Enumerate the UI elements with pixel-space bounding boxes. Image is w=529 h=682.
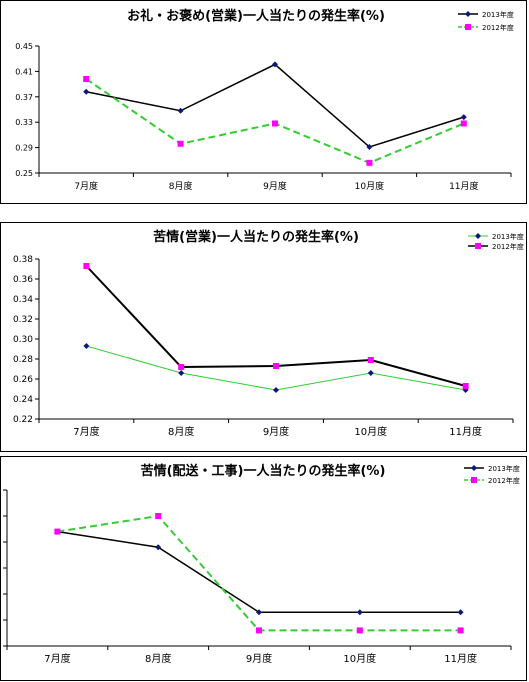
chart-2-title: 苦情(営業)一人当たりの発生率(%): [153, 229, 359, 245]
chart-3-x-tick-label: 9月度: [246, 652, 272, 665]
chart-1-legend-marker: [465, 24, 471, 30]
chart-2-series-2-point: [178, 364, 185, 370]
chart-2-series-2-point: [462, 383, 469, 389]
chart-3-legend-label: 2013年度: [488, 464, 520, 473]
chart-3-series-1-point: [457, 609, 464, 616]
chart-2-y-tick-label: 0.34: [13, 295, 33, 305]
chart-1-legend-label: 2013年度: [482, 10, 514, 19]
chart-1-series-1: [83, 61, 467, 150]
chart-3-x-tick-label: 11月度: [444, 652, 477, 665]
chart-1-title: お礼・お褒め(営業)一人当たりの発生率(%): [127, 8, 385, 24]
chart-2-x-tick-label: 11月度: [449, 425, 482, 438]
chart-1-legend: 2013年度 2012年度: [458, 10, 514, 32]
chart-1-series-2-point: [460, 120, 467, 127]
chart-3-series-1-point: [256, 609, 262, 616]
chart-1-y-tick-label: 0.25: [15, 169, 33, 178]
chart-3-title: 苦情(配送・工事)一人当たりの発生率(%): [141, 463, 386, 479]
chart-2-series-1-point: [367, 370, 374, 376]
chart-1-series-1-point: [83, 88, 90, 95]
chart-3-series-2-point: [256, 627, 262, 634]
chart-2-y-tick-label: 0.24: [13, 395, 33, 405]
chart-1-x-tick-label: 9月度: [263, 180, 287, 192]
chart-panel-1: お礼・お褒め(営業)一人当たりの発生率(%) 0.25 0.29 0.33 0.37 0.…: [0, 0, 527, 204]
chart-1-series-2-point: [177, 140, 184, 147]
chart-panel-3: 苦情(配送・工事)一人当たりの発生率(%)00.010.020.030.040.…: [0, 456, 527, 681]
chart-2-y-tick-label: 0.26: [13, 375, 33, 385]
chart-1-legend-marker: [465, 11, 471, 17]
chart-3-x-tick-label: 7月度: [44, 652, 70, 665]
chart-2-legend-label: 2012年度: [492, 242, 524, 251]
chart-3-series-1-line: [57, 530, 461, 613]
chart-1-series-2-point: [366, 159, 373, 166]
chart-2-legend-label: 2013年度: [492, 232, 524, 241]
chart-2-y-tick-label: 0.28: [13, 355, 33, 365]
chart-1-y-tick-label: 0.33: [15, 118, 33, 127]
chart-3-x-tick-label: 10月度: [343, 652, 376, 665]
chart-1-x-tick-label: 7月度: [74, 180, 98, 192]
chart-1-legend-label: 2012年度: [482, 23, 514, 32]
chart-3-series-2-point: [356, 627, 363, 634]
chart-2: 苦情(営業)一人当たりの発生率(%) 0.22 0.24 0.26 0.28 0.30 0.…: [13, 229, 524, 438]
chart-3-series-2-point: [54, 528, 61, 535]
chart-2-series-2: [83, 263, 469, 389]
chart-2-x-tick-label: 9月度: [263, 425, 289, 438]
chart-2-series-1-point: [273, 387, 279, 393]
chart-1-y-tick-label: 0.45: [15, 42, 33, 51]
chart-2-series-1-point: [178, 370, 185, 376]
chart-3-series-2: [54, 513, 464, 634]
chart-2-y-tick-label: 0.30: [13, 335, 33, 345]
chart-2-y-tick-label: 0.36: [13, 275, 33, 285]
chart-1-series-1-line: [86, 63, 465, 148]
chart-1-series-2: [83, 76, 467, 166]
chart-1-y-tick-label: 0.29: [15, 144, 33, 153]
chart-1-x-tick-label: 11月度: [449, 180, 478, 192]
chart-2-y-tick-label: 0.22: [13, 415, 33, 425]
chart-1-series-2-point: [272, 120, 278, 127]
chart-2-x-tick-label: 8月度: [168, 425, 194, 438]
chart-1: お礼・お褒め(営業)一人当たりの発生率(%) 0.25 0.29 0.33 0.37 0.…: [15, 8, 514, 192]
chart-2-series-2-point: [83, 263, 90, 269]
chart-3-series-1-point: [356, 609, 363, 616]
chart-3: 苦情(配送・工事)一人当たりの発生率(%)00.010.020.030.040.…: [1, 463, 520, 665]
chart-2-series-2-point: [367, 357, 374, 363]
chart-1-y-tick-label: 0.41: [15, 67, 33, 76]
chart-1-series-2-point: [83, 76, 90, 83]
chart-2-legend-marker: [475, 243, 481, 249]
chart-panel-2: 苦情(営業)一人当たりの発生率(%) 0.22 0.24 0.26 0.28 0.30 0.…: [0, 222, 527, 452]
chart-2-series-2-point: [273, 363, 279, 369]
chart-3-legend-label: 2012年度: [488, 476, 520, 485]
chart-2-x-tick-label: 10月度: [354, 425, 387, 438]
chart-1-series-1-point: [460, 114, 467, 121]
chart-2-series-1-point: [83, 343, 90, 349]
chart-2-x-tick-label: 7月度: [73, 425, 99, 438]
chart-3-legend-marker: [471, 465, 477, 471]
chart-3-series-1-point: [155, 544, 162, 551]
chart-3-legend-marker: [471, 477, 477, 483]
chart-3-series-2-point: [155, 513, 162, 519]
chart-3-series-2-point: [457, 627, 464, 634]
chart-2-legend-marker: [475, 233, 481, 239]
chart-1-x-tick-label: 10月度: [355, 180, 384, 192]
chart-1-series-1-point: [177, 107, 184, 114]
chart-3-series-1: [54, 528, 464, 616]
chart-3-x-tick-label: 8月度: [145, 652, 171, 665]
chart-1-series-1-point: [272, 61, 278, 68]
chart-1-series-1-point: [366, 143, 373, 150]
chart-1-x-tick-label: 8月度: [169, 180, 193, 192]
chart-1-y-tick-label: 0.37: [15, 93, 33, 102]
chart-2-y-tick-label: 0.32: [13, 315, 33, 325]
chart-3-legend: 2013年度 2012年度: [464, 464, 520, 485]
chart-2-y-tick-label: 0.38: [13, 255, 33, 265]
